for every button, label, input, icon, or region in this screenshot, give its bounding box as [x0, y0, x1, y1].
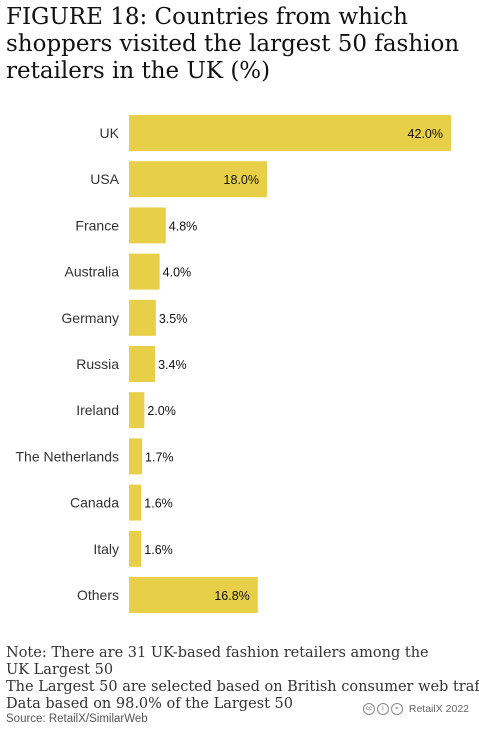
- bar: [129, 392, 145, 429]
- chart-notes: Note: There are 31 UK-based fashion reta…: [6, 645, 479, 713]
- copyright-footer: cc i = RetailX 2022: [362, 703, 469, 715]
- data-label: 42.0%: [408, 127, 443, 141]
- category-label: Germany: [61, 310, 119, 326]
- category-label: Australia: [65, 264, 120, 280]
- data-label: 1.6%: [144, 497, 173, 511]
- cc-icon: cc: [362, 703, 375, 715]
- bar: [129, 346, 156, 382]
- data-label: 4.8%: [169, 219, 198, 233]
- bar: [129, 299, 156, 336]
- bar: [129, 530, 142, 567]
- data-label: 18.0%: [224, 173, 259, 187]
- category-label: Others: [77, 587, 119, 603]
- data-label: 1.6%: [144, 543, 173, 557]
- data-label: 3.4%: [158, 358, 187, 372]
- source-text: Source: RetailX/SimilarWeb: [6, 713, 148, 725]
- note-line-1: Note: There are 31 UK-based fashion reta…: [6, 645, 429, 661]
- note-line-3: The Largest 50 are selected based on Bri…: [6, 679, 479, 695]
- category-label: Italy: [93, 541, 119, 557]
- category-label: The Netherlands: [15, 448, 119, 464]
- category-label: Canada: [70, 495, 119, 511]
- note-line-2: UK Largest 50: [6, 662, 114, 678]
- data-label: 2.0%: [147, 404, 176, 418]
- bar: [129, 438, 143, 475]
- category-label: Ireland: [76, 402, 119, 418]
- nd-icon: =: [390, 703, 403, 715]
- data-label: 3.5%: [159, 312, 188, 326]
- creative-commons-icon: cc i =: [362, 703, 403, 715]
- bar-chart: UK 42.0% USA 18.0% France 4.8% Australia 4.0% Ge…: [15, 115, 451, 613]
- note-line-4: Data based on 98.0% of the Largest 50: [6, 696, 293, 712]
- bar: [129, 161, 267, 198]
- data-label: 16.8%: [214, 589, 249, 603]
- chart-title: FIGURE 18: Countries from which shoppers…: [6, 4, 460, 84]
- bar: [129, 577, 258, 613]
- category-label: France: [75, 217, 119, 233]
- by-icon: i: [376, 703, 389, 715]
- copyright-text: RetailX 2022: [408, 703, 469, 715]
- category-label: Russia: [76, 356, 119, 372]
- category-label: USA: [90, 171, 119, 187]
- category-label: UK: [100, 125, 120, 141]
- bar: [129, 253, 160, 290]
- data-label: 4.0%: [163, 266, 192, 280]
- data-label: 1.7%: [145, 450, 174, 464]
- bar: [129, 484, 142, 521]
- bar: [129, 115, 451, 151]
- bar: [129, 207, 166, 244]
